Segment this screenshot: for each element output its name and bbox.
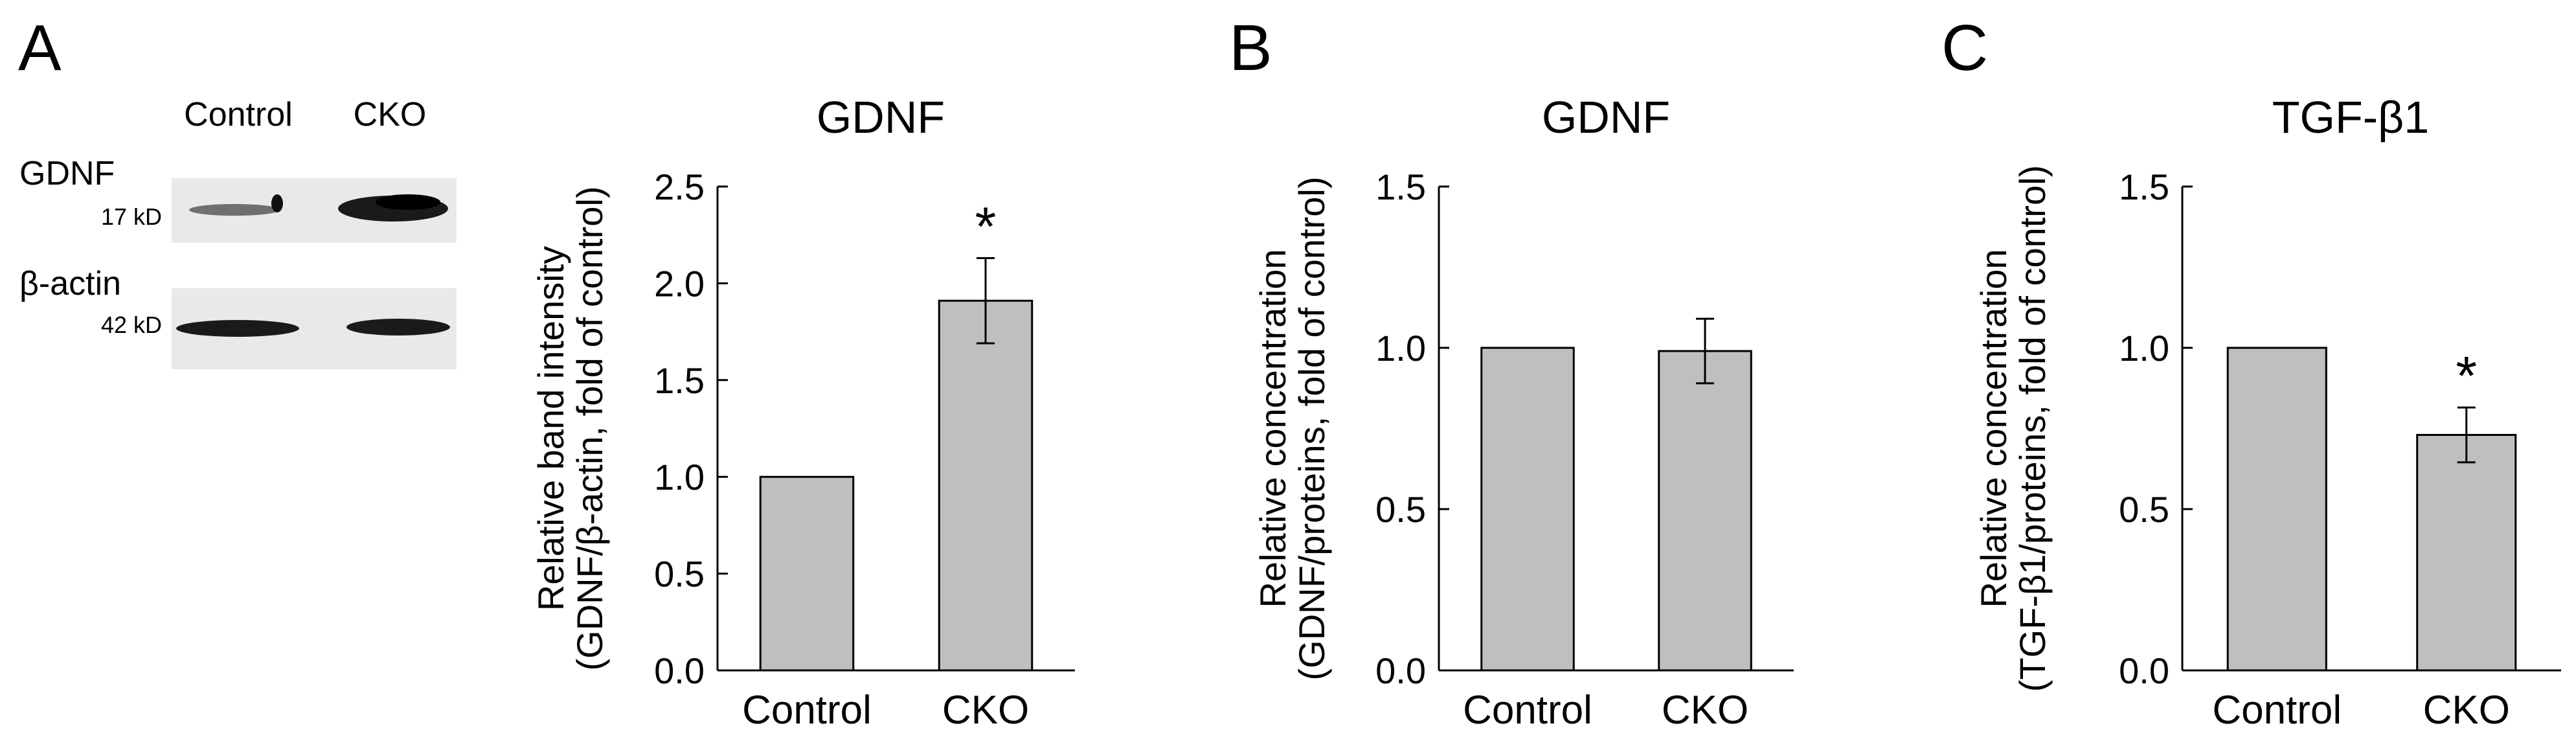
x-category-label-cko: CKO bbox=[942, 688, 1029, 733]
y-tick-label: 2.5 bbox=[654, 166, 705, 207]
x-category-label-control: Control bbox=[2212, 688, 2342, 733]
y-axis-label-line-1: Relative concentration bbox=[1252, 249, 1293, 608]
chart-title: GDNF bbox=[817, 92, 945, 142]
y-axis-label-line-2: (GDNF/β-actin, fold of control) bbox=[569, 187, 610, 671]
x-category-label-control: Control bbox=[1463, 688, 1592, 733]
blot-band-beta-actin-control bbox=[176, 320, 299, 337]
panel-letter-c: C bbox=[1941, 12, 1988, 84]
y-axis-label-line-2: (TGF-β1/proteins, fold of control) bbox=[2012, 165, 2053, 692]
chart-title: GDNF bbox=[1542, 92, 1670, 142]
bar-control bbox=[1480, 347, 1575, 672]
bar-cko bbox=[1658, 350, 1752, 672]
y-axis-label-line-1: Relative band intensity bbox=[530, 246, 571, 611]
y-tick-label: 0.0 bbox=[2119, 650, 2169, 691]
blot-protein-label-gdnf: GDNF bbox=[19, 155, 115, 192]
bar-control bbox=[2226, 347, 2327, 672]
y-tick-label: 1.0 bbox=[654, 457, 705, 497]
x-category-label-control: Control bbox=[742, 688, 872, 733]
blot-lane-label-cko: CKO bbox=[354, 96, 427, 133]
panel-letter-a: A bbox=[18, 12, 62, 84]
y-axis-label: Relative band intensity(GDNF/β-actin, fo… bbox=[530, 187, 610, 671]
significance-asterisk: * bbox=[2456, 345, 2477, 406]
y-tick-label: 0.0 bbox=[654, 650, 705, 691]
chart-b-gdnf-concentration: GDNF Relative concentration(GDNF/proteins… bbox=[1252, 92, 1794, 733]
x-category-label-cko: CKO bbox=[2423, 688, 2510, 733]
y-tick-label: 1.5 bbox=[654, 360, 705, 401]
chart-title: TGF-β1 bbox=[2272, 92, 2429, 142]
y-tick-label: 0.0 bbox=[1375, 650, 1426, 691]
blot-band-gdnf-control bbox=[189, 204, 280, 216]
blot-size-label-beta-actin: 42 kD bbox=[101, 312, 162, 338]
y-axis-label-line-1: Relative concentration bbox=[1973, 249, 2014, 608]
y-axis-label: Relative concentration(TGF-β1/proteins, … bbox=[1973, 165, 2053, 692]
blot-protein-label-beta-actin: β-actin bbox=[19, 265, 121, 302]
y-tick-label: 1.0 bbox=[1375, 328, 1426, 369]
y-tick-label: 0.5 bbox=[2119, 489, 2169, 530]
y-axis-label-line-2: (GDNF/proteins, fold of control) bbox=[1291, 176, 1332, 680]
western-blot: Control CKO GDNF 17 kD β-actin 42 kD bbox=[19, 96, 457, 369]
x-category-label-cko: CKO bbox=[1662, 688, 1748, 733]
y-tick-label: 0.5 bbox=[1375, 489, 1426, 530]
blot-lane-label-control: Control bbox=[184, 96, 293, 133]
chart-c-tgf-beta1-concentration: TGF-β1 Relative concentration(TGF-β1/prot… bbox=[1973, 92, 2561, 733]
significance-asterisk: * bbox=[975, 196, 997, 257]
y-tick-label: 1.5 bbox=[2119, 166, 2169, 207]
blot-band-beta-actin-cko bbox=[346, 319, 450, 336]
y-tick-label: 0.5 bbox=[654, 554, 705, 595]
y-tick-label: 1.5 bbox=[1375, 166, 1426, 207]
chart-a-band-intensity: GDNF Relative band intensity(GDNF/β-actin… bbox=[530, 92, 1075, 733]
y-tick-label: 1.0 bbox=[2119, 328, 2169, 369]
y-tick-label: 2.0 bbox=[654, 263, 705, 304]
blot-band-gdnf-cko-core bbox=[376, 194, 440, 210]
blot-band-gdnf-control-spot bbox=[271, 194, 283, 212]
bar-cko bbox=[938, 299, 1034, 672]
panel-letter-b: B bbox=[1229, 12, 1272, 84]
y-axis-label: Relative concentration(GDNF/proteins, fo… bbox=[1252, 176, 1332, 680]
blot-size-label-gdnf: 17 kD bbox=[101, 203, 162, 230]
bar-cko bbox=[2416, 433, 2517, 672]
bar-control bbox=[759, 475, 855, 672]
